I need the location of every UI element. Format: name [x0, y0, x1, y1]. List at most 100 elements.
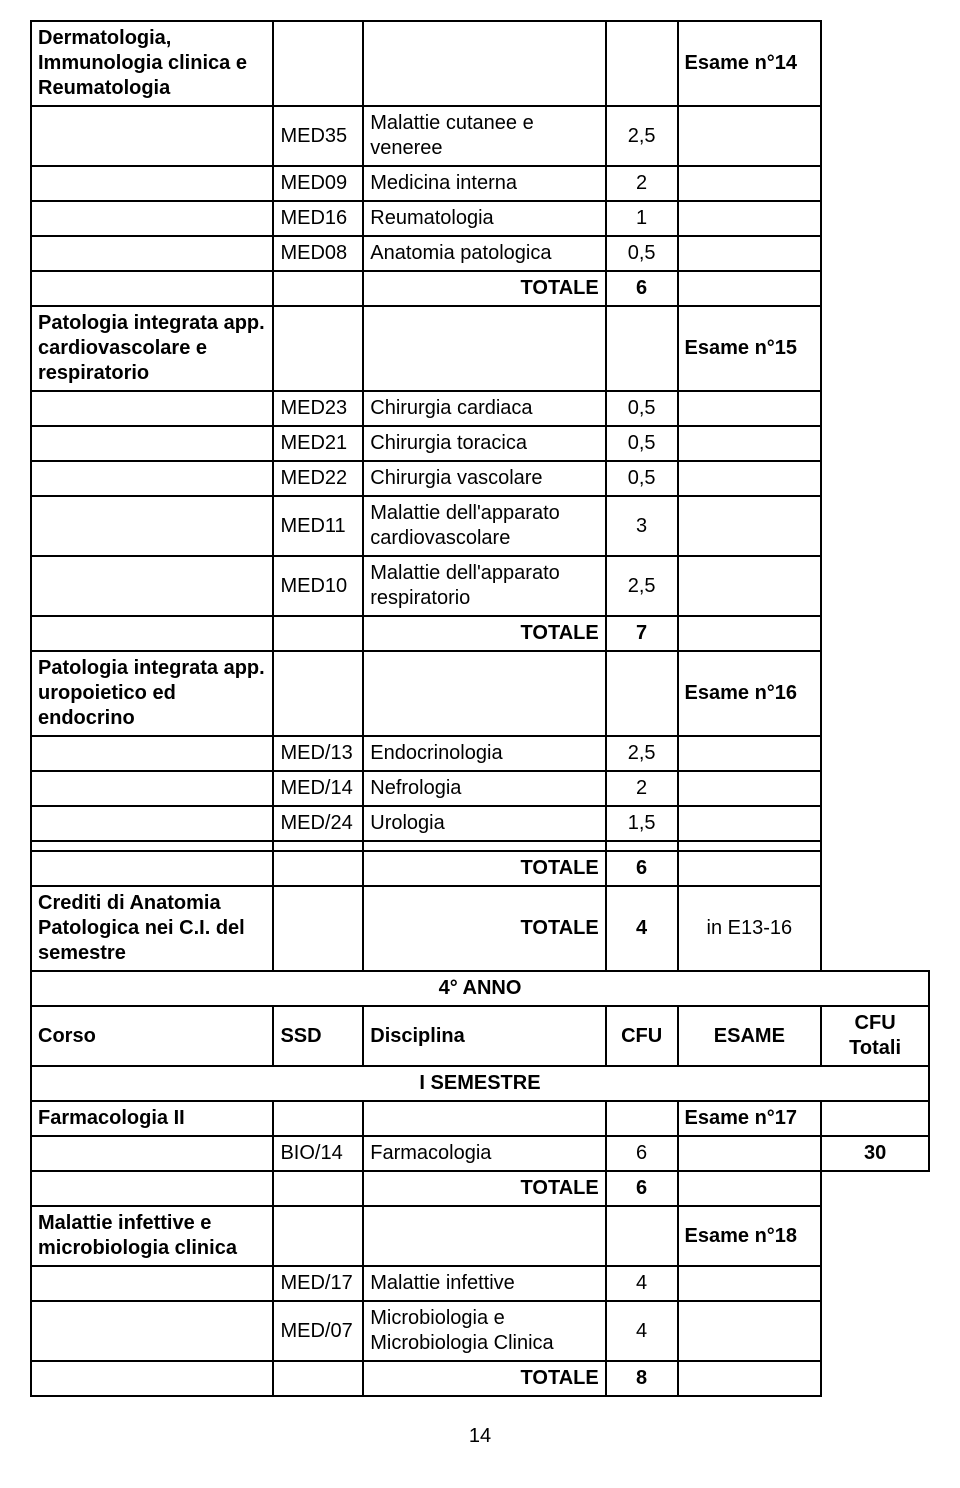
- spacer: [821, 106, 929, 166]
- total-label: TOTALE: [363, 1361, 605, 1396]
- ssd: BIO/14: [273, 1136, 363, 1171]
- exam-label: Esame n°15: [678, 306, 822, 391]
- section-title: Malattie infettive e microbiologia clini…: [31, 1206, 273, 1266]
- cell: [273, 1171, 363, 1206]
- disc: Chirurgia toracica: [363, 426, 605, 461]
- cell: [31, 426, 273, 461]
- ssd: MED10: [273, 556, 363, 616]
- cfu: 2: [606, 771, 678, 806]
- spacer: [821, 166, 929, 201]
- cfu: 0,5: [606, 236, 678, 271]
- col-cfu: CFU: [606, 1006, 678, 1066]
- disc: Malattie cutanee e veneree: [363, 106, 605, 166]
- spacer: [821, 236, 929, 271]
- cfu: 2,5: [606, 556, 678, 616]
- cell: [31, 1171, 273, 1206]
- cell: [273, 886, 363, 971]
- ssd: MED35: [273, 106, 363, 166]
- exam-label: Esame n°16: [678, 651, 822, 736]
- cell: [678, 391, 822, 426]
- cell: [678, 236, 822, 271]
- col-esame: ESAME: [678, 1006, 822, 1066]
- ssd: MED22: [273, 461, 363, 496]
- ssd: MED/14: [273, 771, 363, 806]
- total: 8: [606, 1361, 678, 1396]
- col-cfu-tot: CFU Totali: [821, 1006, 929, 1066]
- cell: [606, 1101, 678, 1136]
- col-ssd: SSD: [273, 1006, 363, 1066]
- cell: [678, 851, 822, 886]
- ssd: MED/24: [273, 806, 363, 841]
- spacer: [821, 306, 929, 391]
- cell: [678, 556, 822, 616]
- cell: [273, 1101, 363, 1136]
- cell: [678, 201, 822, 236]
- spacer: [821, 201, 929, 236]
- cell: [273, 651, 363, 736]
- cell: [31, 1136, 273, 1171]
- ssd: MED09: [273, 166, 363, 201]
- cell: [31, 271, 273, 306]
- ssd: MED/17: [273, 1266, 363, 1301]
- cell: [363, 841, 605, 851]
- cell: [31, 1301, 273, 1361]
- cell: [31, 556, 273, 616]
- cell: [678, 1361, 822, 1396]
- total: 6: [606, 271, 678, 306]
- spacer: [821, 21, 929, 106]
- cfu: 0,5: [606, 391, 678, 426]
- total: 4: [606, 886, 678, 971]
- cell: [606, 651, 678, 736]
- year-header: 4° ANNO: [31, 971, 929, 1006]
- disc: Malattie dell'apparato cardiovascolare: [363, 496, 605, 556]
- cell: [678, 771, 822, 806]
- cell: [678, 1136, 822, 1171]
- cell: [31, 236, 273, 271]
- ssd: MED/07: [273, 1301, 363, 1361]
- cell: [363, 1206, 605, 1266]
- cell: [678, 806, 822, 841]
- total-label: TOTALE: [363, 1171, 605, 1206]
- cell: [31, 201, 273, 236]
- total-label: TOTALE: [363, 271, 605, 306]
- total: 6: [606, 851, 678, 886]
- page-number: 14: [30, 1425, 930, 1448]
- cell: [31, 166, 273, 201]
- section-title: Patologia integrata app. uropoietico ed …: [31, 651, 273, 736]
- total-label: TOTALE: [363, 851, 605, 886]
- cfu: 3: [606, 496, 678, 556]
- cfu: 6: [606, 1136, 678, 1171]
- cell: [31, 1266, 273, 1301]
- cell: [678, 1266, 822, 1301]
- cell: [31, 496, 273, 556]
- cell: [363, 651, 605, 736]
- cfu: 1: [606, 201, 678, 236]
- cell: [273, 21, 363, 106]
- cell: [273, 306, 363, 391]
- disc: Farmacologia: [363, 1136, 605, 1171]
- cell: [273, 616, 363, 651]
- curriculum-table: Dermatologia, Immunologia clinica e Reum…: [30, 20, 930, 1397]
- cell: [31, 461, 273, 496]
- total-label: TOTALE: [363, 616, 605, 651]
- cell: [678, 461, 822, 496]
- disc: Urologia: [363, 806, 605, 841]
- cfu-grand-total: 30: [821, 1136, 929, 1171]
- ssd: MED11: [273, 496, 363, 556]
- ssd: MED16: [273, 201, 363, 236]
- cfu: 2,5: [606, 736, 678, 771]
- cell: [606, 306, 678, 391]
- semester-header: I SEMESTRE: [31, 1066, 929, 1101]
- cell: [606, 1206, 678, 1266]
- credits-note: in E13-16: [678, 886, 822, 971]
- cell: [31, 106, 273, 166]
- disc: Medicina interna: [363, 166, 605, 201]
- cfu: 2: [606, 166, 678, 201]
- cfu: 0,5: [606, 426, 678, 461]
- cell: [273, 1361, 363, 1396]
- col-disc: Disciplina: [363, 1006, 605, 1066]
- disc: Endocrinologia: [363, 736, 605, 771]
- cell: [273, 851, 363, 886]
- cell: [31, 771, 273, 806]
- cell: [31, 851, 273, 886]
